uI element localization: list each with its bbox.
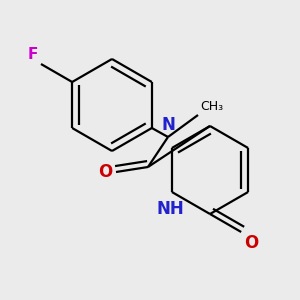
Text: F: F	[28, 47, 38, 62]
Text: N: N	[161, 116, 175, 134]
Text: O: O	[244, 234, 258, 252]
Text: NH: NH	[156, 200, 184, 218]
Text: O: O	[98, 163, 112, 181]
Text: CH₃: CH₃	[200, 100, 223, 113]
